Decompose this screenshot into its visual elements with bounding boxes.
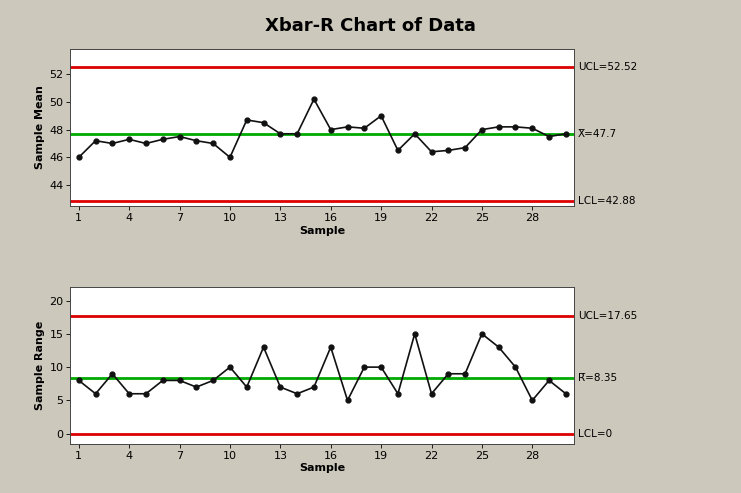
Text: R̅=8.35: R̅=8.35 [578, 373, 617, 383]
Text: UCL=17.65: UCL=17.65 [578, 311, 637, 321]
Y-axis label: Sample Range: Sample Range [35, 321, 45, 410]
Text: X̅=47.7: X̅=47.7 [578, 129, 617, 139]
X-axis label: Sample: Sample [299, 225, 345, 236]
Text: UCL=52.52: UCL=52.52 [578, 62, 637, 72]
Y-axis label: Sample Mean: Sample Mean [35, 86, 45, 170]
X-axis label: Sample: Sample [299, 463, 345, 473]
Text: LCL=42.88: LCL=42.88 [578, 196, 636, 206]
Text: Xbar-R Chart of Data: Xbar-R Chart of Data [265, 17, 476, 35]
Text: LCL=0: LCL=0 [578, 429, 612, 439]
